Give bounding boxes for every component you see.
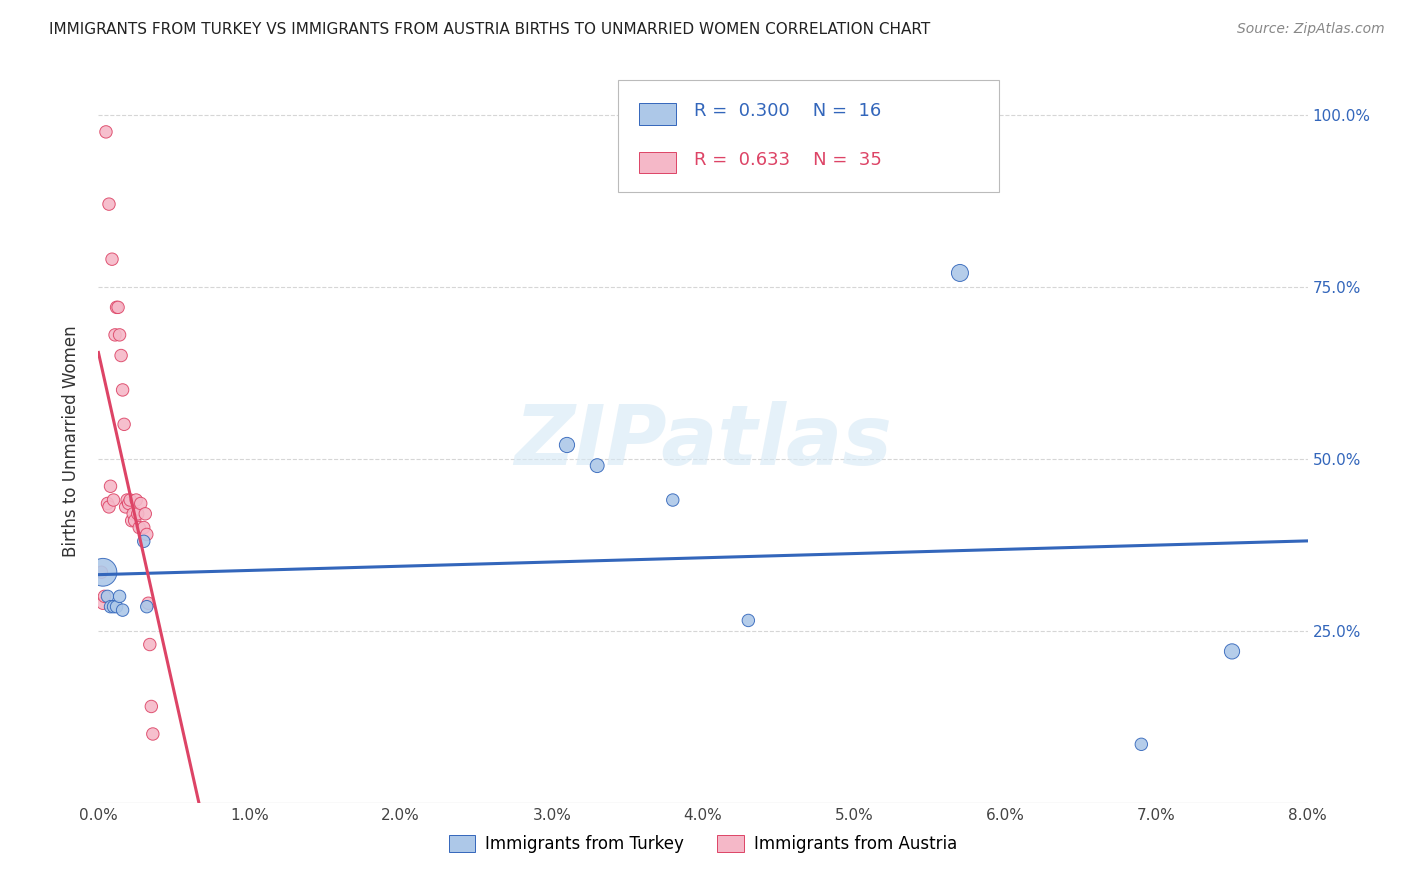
Point: [661, 493, 683, 508]
Point: [105, 301, 128, 315]
Point: [100, 479, 122, 493]
Point: [91, 596, 114, 610]
Point: [120, 493, 142, 508]
Point: [135, 527, 157, 541]
Point: [121, 514, 143, 528]
Point: [103, 493, 125, 508]
Point: [112, 417, 135, 432]
Point: [127, 507, 149, 521]
Point: [128, 520, 150, 534]
Point: [737, 614, 759, 628]
Point: [141, 699, 163, 714]
Point: [125, 493, 148, 508]
Point: [108, 590, 131, 604]
Text: R =  0.633    N =  35: R = 0.633 N = 35: [693, 151, 882, 169]
Legend: Immigrants from Turkey, Immigrants from Austria: Immigrants from Turkey, Immigrants from …: [441, 828, 965, 860]
Point: [104, 327, 127, 342]
Point: [111, 383, 134, 397]
Point: [555, 438, 578, 452]
Y-axis label: Births to Unmarried Women: Births to Unmarried Women: [62, 326, 80, 558]
Point: [105, 599, 128, 614]
Point: [134, 507, 156, 521]
FancyBboxPatch shape: [638, 152, 676, 173]
Point: [122, 507, 145, 521]
Point: [103, 599, 125, 614]
Point: [1220, 644, 1243, 658]
Point: [96, 590, 118, 604]
Point: [101, 252, 124, 267]
Point: [142, 727, 165, 741]
Point: [132, 520, 155, 534]
Point: [100, 599, 122, 614]
Point: [107, 301, 129, 315]
Point: [586, 458, 609, 473]
Point: [93, 590, 115, 604]
Point: [135, 599, 157, 614]
Point: [98, 197, 121, 211]
FancyBboxPatch shape: [619, 80, 1000, 193]
Point: [949, 266, 972, 280]
Text: Source: ZipAtlas.com: Source: ZipAtlas.com: [1237, 22, 1385, 37]
Text: R =  0.300    N =  16: R = 0.300 N = 16: [693, 103, 882, 120]
Point: [96, 496, 118, 510]
Text: IMMIGRANTS FROM TURKEY VS IMMIGRANTS FROM AUSTRIA BIRTHS TO UNMARRIED WOMEN CORR: IMMIGRANTS FROM TURKEY VS IMMIGRANTS FRO…: [49, 22, 931, 37]
Point: [111, 603, 134, 617]
Point: [90, 566, 112, 580]
Point: [132, 534, 155, 549]
Point: [124, 514, 146, 528]
FancyBboxPatch shape: [638, 103, 676, 125]
Point: [91, 566, 114, 580]
Point: [139, 638, 162, 652]
Point: [129, 496, 152, 510]
Point: [94, 125, 117, 139]
Point: [110, 349, 132, 363]
Point: [136, 596, 159, 610]
Point: [108, 327, 131, 342]
Point: [98, 500, 121, 514]
Point: [1130, 737, 1153, 751]
Text: ZIPatlas: ZIPatlas: [515, 401, 891, 482]
Point: [115, 493, 138, 508]
Point: [118, 496, 141, 510]
Point: [114, 500, 136, 514]
